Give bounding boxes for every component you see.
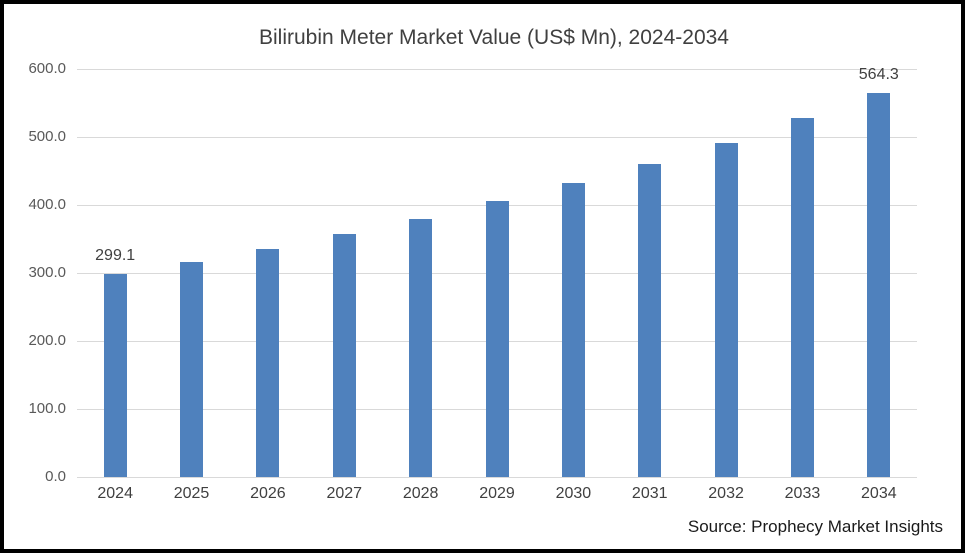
bar-2029 bbox=[485, 201, 509, 477]
y-axis-label-500.0: 500.0 bbox=[28, 128, 66, 145]
gridline-0.0 bbox=[77, 477, 917, 478]
bar-2034 bbox=[867, 93, 891, 477]
bar-2033 bbox=[790, 118, 814, 477]
source-note: Source: Prophecy Market Insights bbox=[687, 517, 943, 536]
bar-2027 bbox=[332, 233, 356, 477]
plot-area: 600.0 500.0 400.0 300.0 200.0 100.0 0.0 2024 299… bbox=[28, 60, 917, 502]
y-axis-label-100.0: 100.0 bbox=[28, 400, 66, 417]
x-axis-label-2026: 2026 bbox=[250, 485, 286, 502]
y-axis-label-400.0: 400.0 bbox=[28, 196, 66, 213]
gridline-600.0 bbox=[77, 69, 917, 70]
bar-2025 bbox=[180, 261, 204, 477]
bar-2026 bbox=[256, 248, 280, 477]
y-axis-label-0.0: 0.0 bbox=[45, 468, 66, 485]
x-axis-label-2033: 2033 bbox=[784, 485, 821, 502]
y-axis-label-200.0: 200.0 bbox=[28, 332, 66, 349]
x-axis-label-2025: 2025 bbox=[173, 485, 210, 502]
gridline-500.0 bbox=[77, 137, 917, 138]
data-label-2034: 564.3 bbox=[858, 66, 899, 84]
y-axis-label-600.0: 600.0 bbox=[28, 60, 66, 77]
x-axis-label-2032: 2032 bbox=[708, 485, 744, 502]
bar-2030 bbox=[561, 183, 585, 477]
y-axis-label-300.0: 300.0 bbox=[28, 264, 66, 281]
x-axis-label-2031: 2031 bbox=[631, 485, 668, 502]
data-label-2024: 299.1 bbox=[95, 246, 136, 264]
x-axis-label-2030: 2030 bbox=[555, 485, 592, 502]
bar-2028 bbox=[409, 218, 433, 477]
x-axis-label-2029: 2029 bbox=[479, 485, 515, 502]
bar-2032 bbox=[714, 143, 738, 477]
x-axis-label-2024: 2024 bbox=[97, 485, 133, 502]
chart-title: Bilirubin Meter Market Value (US$ Mn), 2… bbox=[259, 26, 729, 49]
bar-2024 bbox=[103, 273, 127, 477]
bar-2031 bbox=[638, 163, 662, 477]
x-axis-label-2034: 2034 bbox=[861, 485, 897, 502]
x-axis-label-2027: 2027 bbox=[326, 485, 363, 502]
x-axis-label-2028: 2028 bbox=[402, 485, 439, 502]
